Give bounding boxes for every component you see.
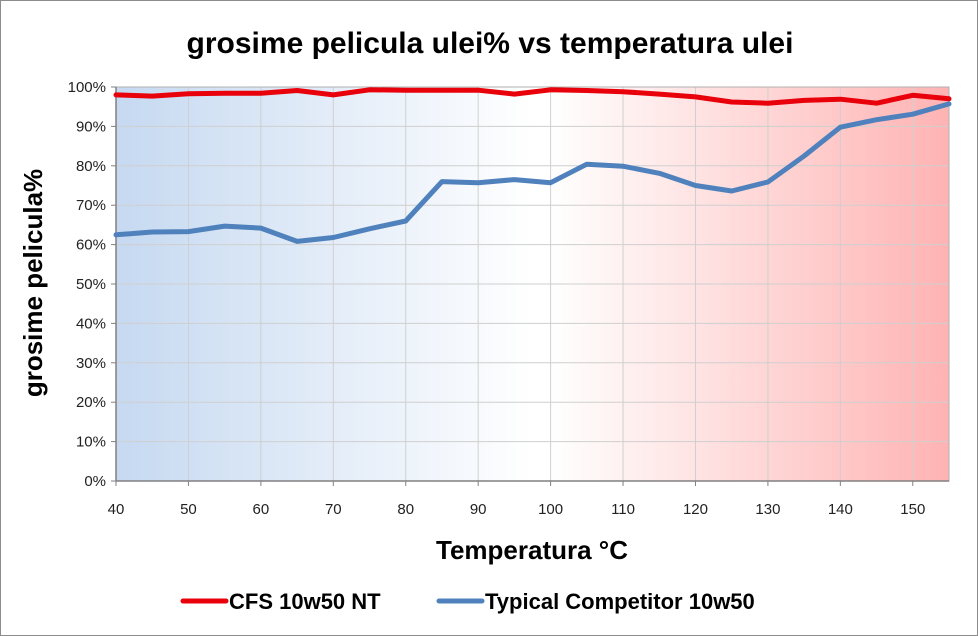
- x-tick-label: 150: [900, 501, 925, 518]
- y-tick-label: 0%: [84, 473, 106, 490]
- x-tick-label: 40: [108, 501, 125, 518]
- y-tick-label: 30%: [76, 355, 106, 372]
- x-tick-label: 140: [828, 501, 853, 518]
- chart-title: grosime pelicula ulei% vs temperatura ul…: [187, 27, 794, 60]
- y-tick-label: 10%: [76, 434, 106, 451]
- y-tick-label: 60%: [76, 237, 106, 254]
- legend-label: Typical Competitor 10w50: [485, 589, 755, 614]
- x-tick-label: 100: [538, 501, 563, 518]
- y-tick-label: 40%: [76, 315, 106, 332]
- y-tick-label: 100%: [68, 79, 106, 96]
- series-lines: [113, 87, 952, 244]
- series-line-1: [113, 87, 952, 106]
- y-tick-label: 90%: [76, 118, 106, 135]
- x-tick-label: 50: [180, 501, 197, 518]
- y-axis-title: grosime pelicula%: [18, 169, 48, 397]
- series-line-2: [113, 101, 952, 244]
- x-axis-title: Temperatura °C: [436, 535, 628, 565]
- x-tick-label: 70: [325, 501, 342, 518]
- x-tick-label: 110: [611, 501, 635, 518]
- y-tick-label: 20%: [76, 394, 106, 411]
- x-tick-label: 130: [755, 501, 780, 518]
- y-axis-ticks: 0% 10% 20% 30% 40% 50% 60% 70% 80% 90% 100%: [68, 79, 116, 490]
- x-tick-label: 60: [253, 501, 270, 518]
- y-tick-label: 70%: [76, 197, 106, 214]
- x-tick-label: 80: [397, 501, 414, 518]
- y-tick-label: 80%: [76, 158, 106, 175]
- legend: CFS 10w50 NT Typical Competitor 10w50: [180, 589, 755, 614]
- y-tick-label: 50%: [76, 276, 106, 293]
- x-tick-label: 120: [683, 501, 708, 518]
- x-axis-ticks: 40 50 60 70 80 90 100 110 120 130 140 150: [108, 481, 925, 518]
- legend-label: CFS 10w50 NT: [229, 589, 381, 614]
- x-tick-label: 90: [470, 501, 487, 518]
